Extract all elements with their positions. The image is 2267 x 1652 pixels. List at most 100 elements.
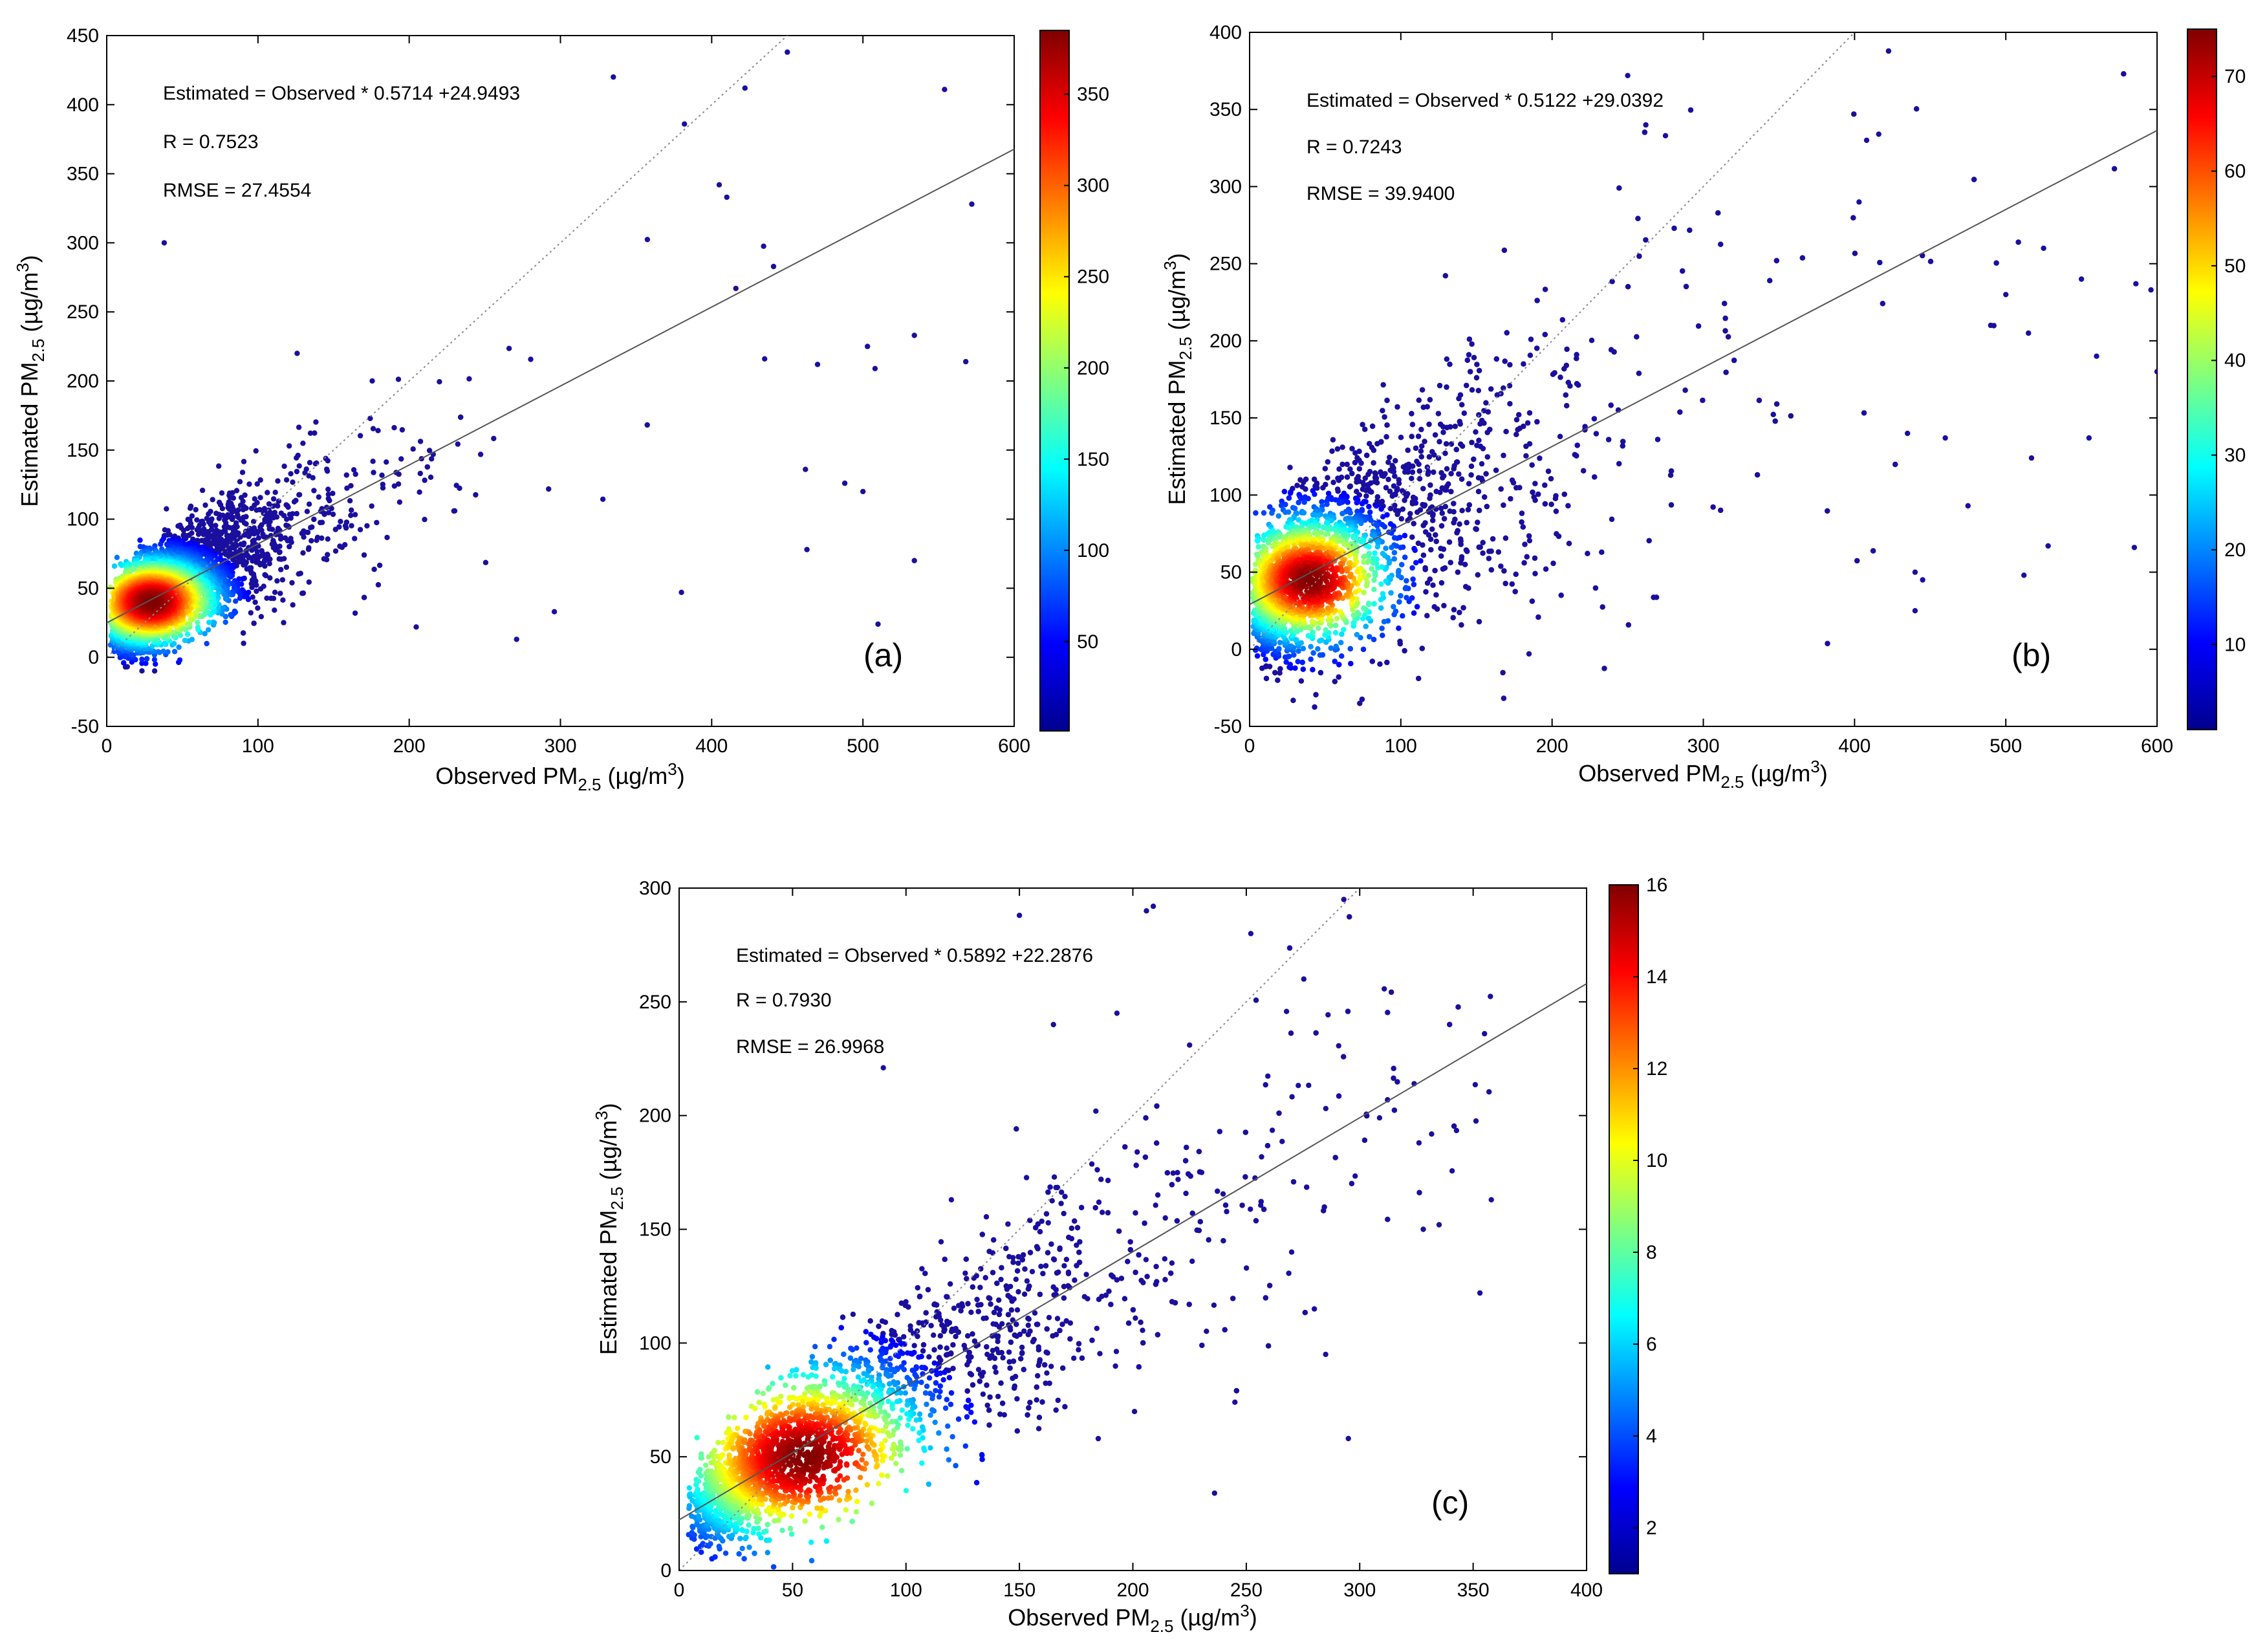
scatter-point: [287, 543, 292, 550]
scatter-point: [184, 631, 191, 637]
scatter-point: [369, 378, 375, 384]
scatter-point: [309, 538, 314, 544]
scatter-point: [391, 425, 397, 431]
scatter-point: [277, 591, 283, 596]
scatter-point: [151, 657, 158, 662]
scatter-point: [330, 511, 336, 517]
scatter-point: [364, 523, 370, 529]
scatter-point: [144, 656, 150, 662]
scatter-point: [137, 537, 143, 543]
scatter-point: [453, 483, 459, 488]
scatter-point: [276, 549, 283, 556]
scatter-point: [343, 525, 349, 531]
scatter-point: [194, 517, 200, 523]
scatter-point: [237, 595, 243, 601]
scatter-point: [272, 490, 278, 495]
scatter-point: [324, 468, 331, 474]
scatter-point: [306, 473, 312, 479]
scatter-point: [770, 263, 777, 270]
scatter-point: [161, 240, 168, 246]
scatter-point: [176, 644, 182, 650]
scatter-point: [296, 424, 302, 430]
scatter-point: [353, 471, 358, 477]
scatter-point: [241, 640, 246, 646]
scatter-point: [281, 463, 287, 469]
scatter-point: [241, 594, 247, 600]
scatter-point: [294, 455, 299, 461]
scatter-point: [294, 468, 300, 475]
scatter-point: [229, 509, 235, 515]
scatter-point: [644, 237, 651, 243]
scatter-point: [872, 365, 878, 371]
scatter-point: [371, 470, 376, 475]
scatter-point: [131, 652, 136, 658]
scatter-point: [682, 121, 688, 127]
scatter-point: [180, 527, 187, 534]
scatter-point: [969, 201, 975, 207]
scatter-point: [252, 599, 258, 605]
scatter-point: [384, 459, 389, 465]
scatter-point: [254, 507, 259, 513]
scatter-point: [250, 594, 255, 600]
scatter-point: [352, 610, 358, 616]
scatter-point: [875, 621, 881, 627]
scatter-point: [375, 428, 381, 433]
scatter-point: [321, 556, 327, 562]
scatter-point: [963, 358, 969, 365]
scatter-points-a: [107, 49, 975, 674]
scatter-point: [222, 619, 228, 625]
scatter-point: [250, 519, 257, 525]
scatter-point: [289, 580, 295, 586]
scatter-point: [162, 640, 168, 646]
scatter-point: [761, 243, 766, 249]
scatter-point: [733, 285, 739, 292]
scatter-point: [294, 351, 300, 356]
scatter-point: [294, 510, 299, 517]
scatter-point: [325, 486, 331, 492]
scatter-point: [240, 576, 246, 582]
scatter-point: [274, 578, 280, 584]
scatter-point: [281, 620, 287, 625]
scatter-point: [724, 194, 730, 201]
scatter-point: [262, 563, 268, 569]
scatter-point: [243, 521, 249, 527]
scatter-point: [210, 619, 216, 625]
scatter-point: [267, 575, 273, 581]
scatter-point: [312, 430, 318, 436]
scatter-point: [290, 602, 296, 608]
scatter-point: [483, 560, 489, 565]
scatter-point: [396, 499, 403, 505]
scatter-point: [379, 472, 385, 478]
scatter-point: [428, 474, 434, 480]
scatter-point: [351, 467, 357, 473]
scatter-point: [395, 481, 402, 487]
scatter-point: [330, 490, 336, 496]
scatter-point: [361, 552, 367, 558]
scatter-point: [491, 435, 497, 442]
scatter-point: [244, 566, 250, 572]
scatter-point: [329, 505, 334, 512]
scatter-point: [369, 503, 374, 509]
scatter-point: [296, 571, 301, 577]
scatter-point: [210, 497, 215, 503]
scatter-point: [307, 430, 314, 436]
scatter-point: [296, 492, 302, 498]
scatter-point: [171, 649, 178, 655]
scatter-point: [307, 460, 313, 466]
scatter-point: [206, 620, 212, 625]
scatter-point: [283, 564, 290, 571]
scatter-point: [139, 657, 145, 662]
scatter-point: [195, 620, 201, 625]
scatter-point: [304, 508, 310, 514]
scatter-point: [473, 492, 479, 498]
scatter-point: [151, 668, 158, 674]
scatter-point: [160, 648, 166, 654]
scatter-point: [248, 610, 254, 616]
scatter-point: [814, 362, 821, 367]
scatter-point: [209, 523, 215, 528]
scatter-point: [344, 485, 350, 491]
scatter-point: [143, 660, 149, 666]
scatter-point: [611, 74, 616, 80]
scatter-point: [288, 471, 294, 477]
scatter-point: [325, 492, 331, 497]
